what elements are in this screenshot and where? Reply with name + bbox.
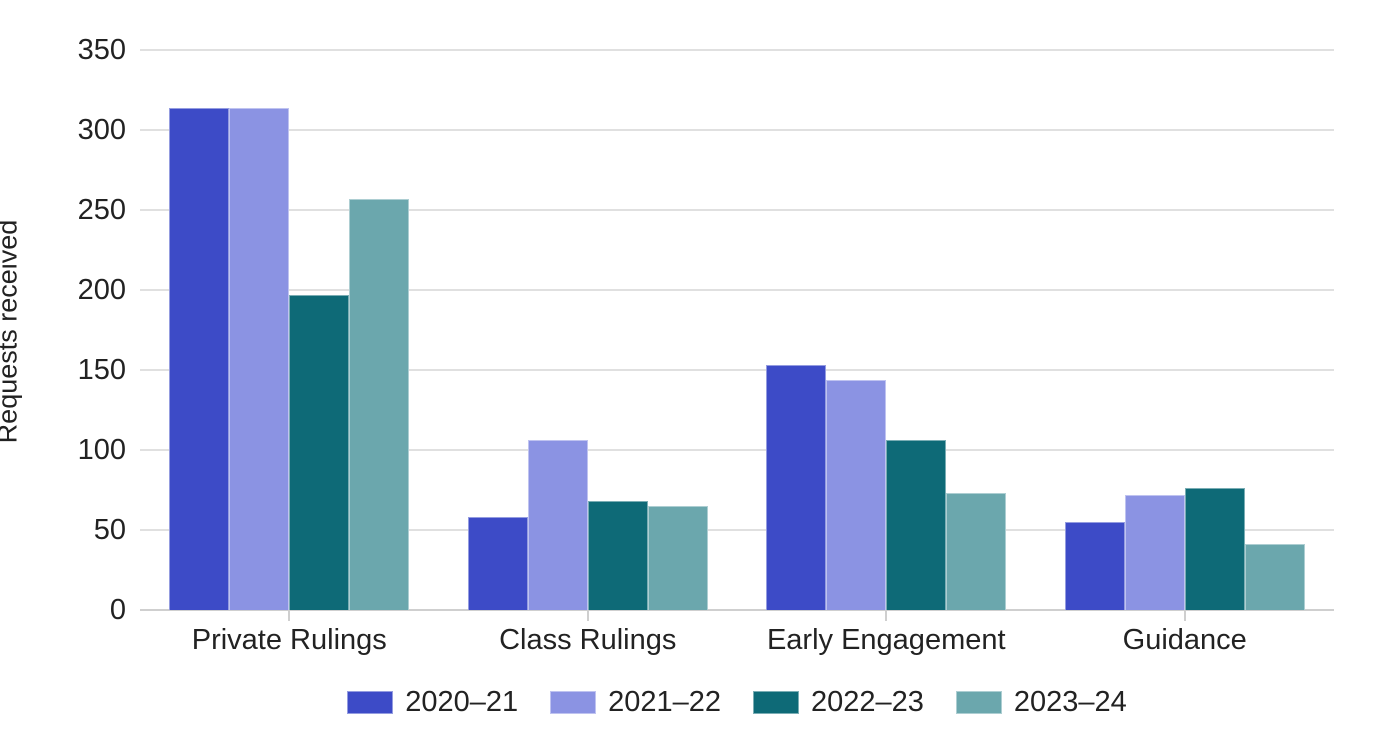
y-tick-label-100: 100 [77,434,126,466]
legend-item-2022-23: 2022–23 [753,688,924,717]
gridline-50 [140,529,1334,531]
gridline-350 [140,49,1334,51]
legend: 2020–21 2021–22 2022–23 2023–24 [140,688,1334,717]
x-category-label-early-engagement: Early Engagement [766,624,1006,656]
x-tick-early-engagement [885,610,888,621]
legend-label-2022-23: 2022–23 [811,686,924,718]
plot-area: 0 50 100 150 200 250 300 350 Private Rulings Clas… [78,36,1334,656]
gridline-250 [140,209,1334,211]
bar-2020-21-guidance [1064,522,1125,610]
bar-2021-22-early-engagement [826,379,887,610]
bar-2020-21-class-rulings [467,517,528,610]
legend-swatch-2021-22 [550,691,597,714]
bar-2023-24-private-rulings [349,198,410,610]
bar-2021-22-class-rulings [527,440,588,610]
bar-2022-23-class-rulings [587,501,648,610]
bar-2022-23-early-engagement [886,440,947,610]
y-axis-title: Requests received [0,219,23,444]
bar-2022-23-private-rulings [289,294,350,610]
bar-2023-24-class-rulings [647,506,708,610]
y-tick-label-150: 150 [77,354,126,386]
legend-swatch-2023-24 [955,691,1002,714]
bar-2023-24-guidance [1244,544,1305,610]
bar-2022-23-guidance [1184,488,1245,610]
legend-label-2020-21: 2020–21 [405,686,519,718]
x-tick-guidance [1183,610,1186,621]
legend-swatch-2020-21 [347,691,394,714]
x-category-label-class-rulings: Class Rulings [499,624,677,656]
x-axis-line [140,609,1334,611]
bar-2020-21-private-rulings [169,107,230,610]
legend-item-2021-22: 2021–22 [550,688,721,717]
x-tick-private-rulings [288,610,291,621]
x-category-label-private-rulings: Private Rulings [191,624,387,656]
legend-item-2020-21: 2020–21 [347,688,518,717]
gridline-300 [140,129,1334,131]
legend-item-2023-24: 2023–24 [955,686,1127,718]
bar-2021-22-private-rulings [229,107,290,610]
gridline-100 [140,449,1334,451]
y-tick-label-300: 300 [77,114,126,146]
y-tick-label-0: 0 [109,594,126,626]
legend-label-2021-22: 2021–22 [608,686,721,718]
legend-label-2023-24: 2023–24 [1013,686,1127,718]
bar-2021-22-guidance [1124,494,1185,610]
x-category-label-guidance: Guidance [1122,624,1247,656]
legend-swatch-2022-23 [753,691,799,714]
x-tick-class-rulings [586,610,589,621]
gridline-150 [140,369,1334,371]
y-tick-label-250: 250 [77,194,126,226]
bar-2020-21-early-engagement [766,365,827,610]
y-tick-label-200: 200 [77,274,126,306]
y-tick-label-350: 350 [77,34,126,66]
bar-2023-24-early-engagement [946,493,1007,610]
y-tick-label-50: 50 [93,514,126,546]
gridline-200 [140,289,1334,291]
